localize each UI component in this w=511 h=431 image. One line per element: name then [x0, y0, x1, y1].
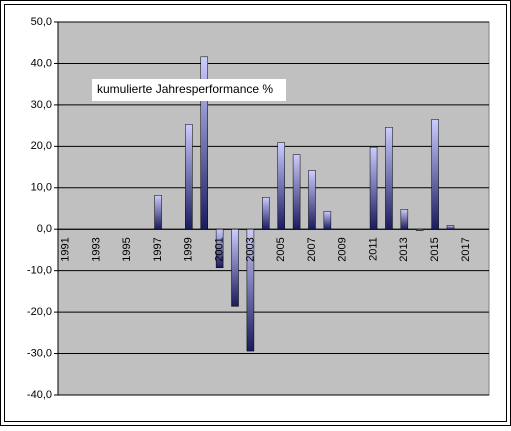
bar — [215, 228, 224, 269]
bar — [154, 194, 162, 230]
x-tick-label: 2017 — [460, 237, 472, 261]
y-tick-label: -30,0 — [27, 347, 52, 359]
bar — [385, 127, 393, 230]
x-tick-label: 1999 — [183, 237, 195, 261]
bar — [292, 154, 301, 230]
y-tick-label: -10,0 — [27, 265, 52, 277]
x-tick-label: 2005 — [275, 237, 287, 261]
bar — [415, 228, 424, 231]
bar — [369, 146, 378, 230]
x-tick-label: 2015 — [429, 237, 441, 261]
y-tick-label: -20,0 — [27, 306, 52, 318]
y-tick-label: 20,0 — [31, 140, 52, 152]
x-tick-label: 1997 — [152, 237, 164, 261]
annotation-box — [92, 79, 286, 101]
x-tick-label: 2003 — [244, 237, 256, 261]
bar — [400, 209, 409, 230]
plot-area — [57, 21, 490, 396]
bar — [246, 228, 255, 352]
x-tick-label: 2007 — [306, 237, 318, 261]
x-tick-label: 2001 — [214, 237, 226, 261]
bar — [431, 119, 439, 230]
bar — [200, 56, 208, 230]
y-tick-label: 40,0 — [31, 57, 52, 69]
x-tick-label: 2009 — [337, 237, 349, 261]
x-tick-label: 1995 — [121, 237, 133, 261]
bar — [262, 197, 270, 230]
y-tick-label: 10,0 — [31, 182, 52, 194]
bar — [185, 124, 193, 230]
x-tick-label: 2011 — [367, 237, 379, 261]
x-tick-label: 1993 — [90, 237, 102, 261]
y-tick-label: 0,0 — [37, 223, 52, 235]
bar — [231, 228, 239, 307]
y-tick-label: -40,0 — [27, 389, 52, 401]
y-tick-label: 50,0 — [31, 16, 52, 28]
annotation: kumulierte Jahresperformance % — [97, 82, 273, 96]
bar — [446, 225, 455, 230]
bar — [323, 211, 332, 230]
x-tick-label: 1991 — [60, 237, 72, 261]
bar — [308, 170, 316, 230]
x-tick-label: 2013 — [398, 237, 410, 261]
y-tick-label: 30,0 — [31, 99, 52, 111]
bar — [277, 142, 285, 230]
